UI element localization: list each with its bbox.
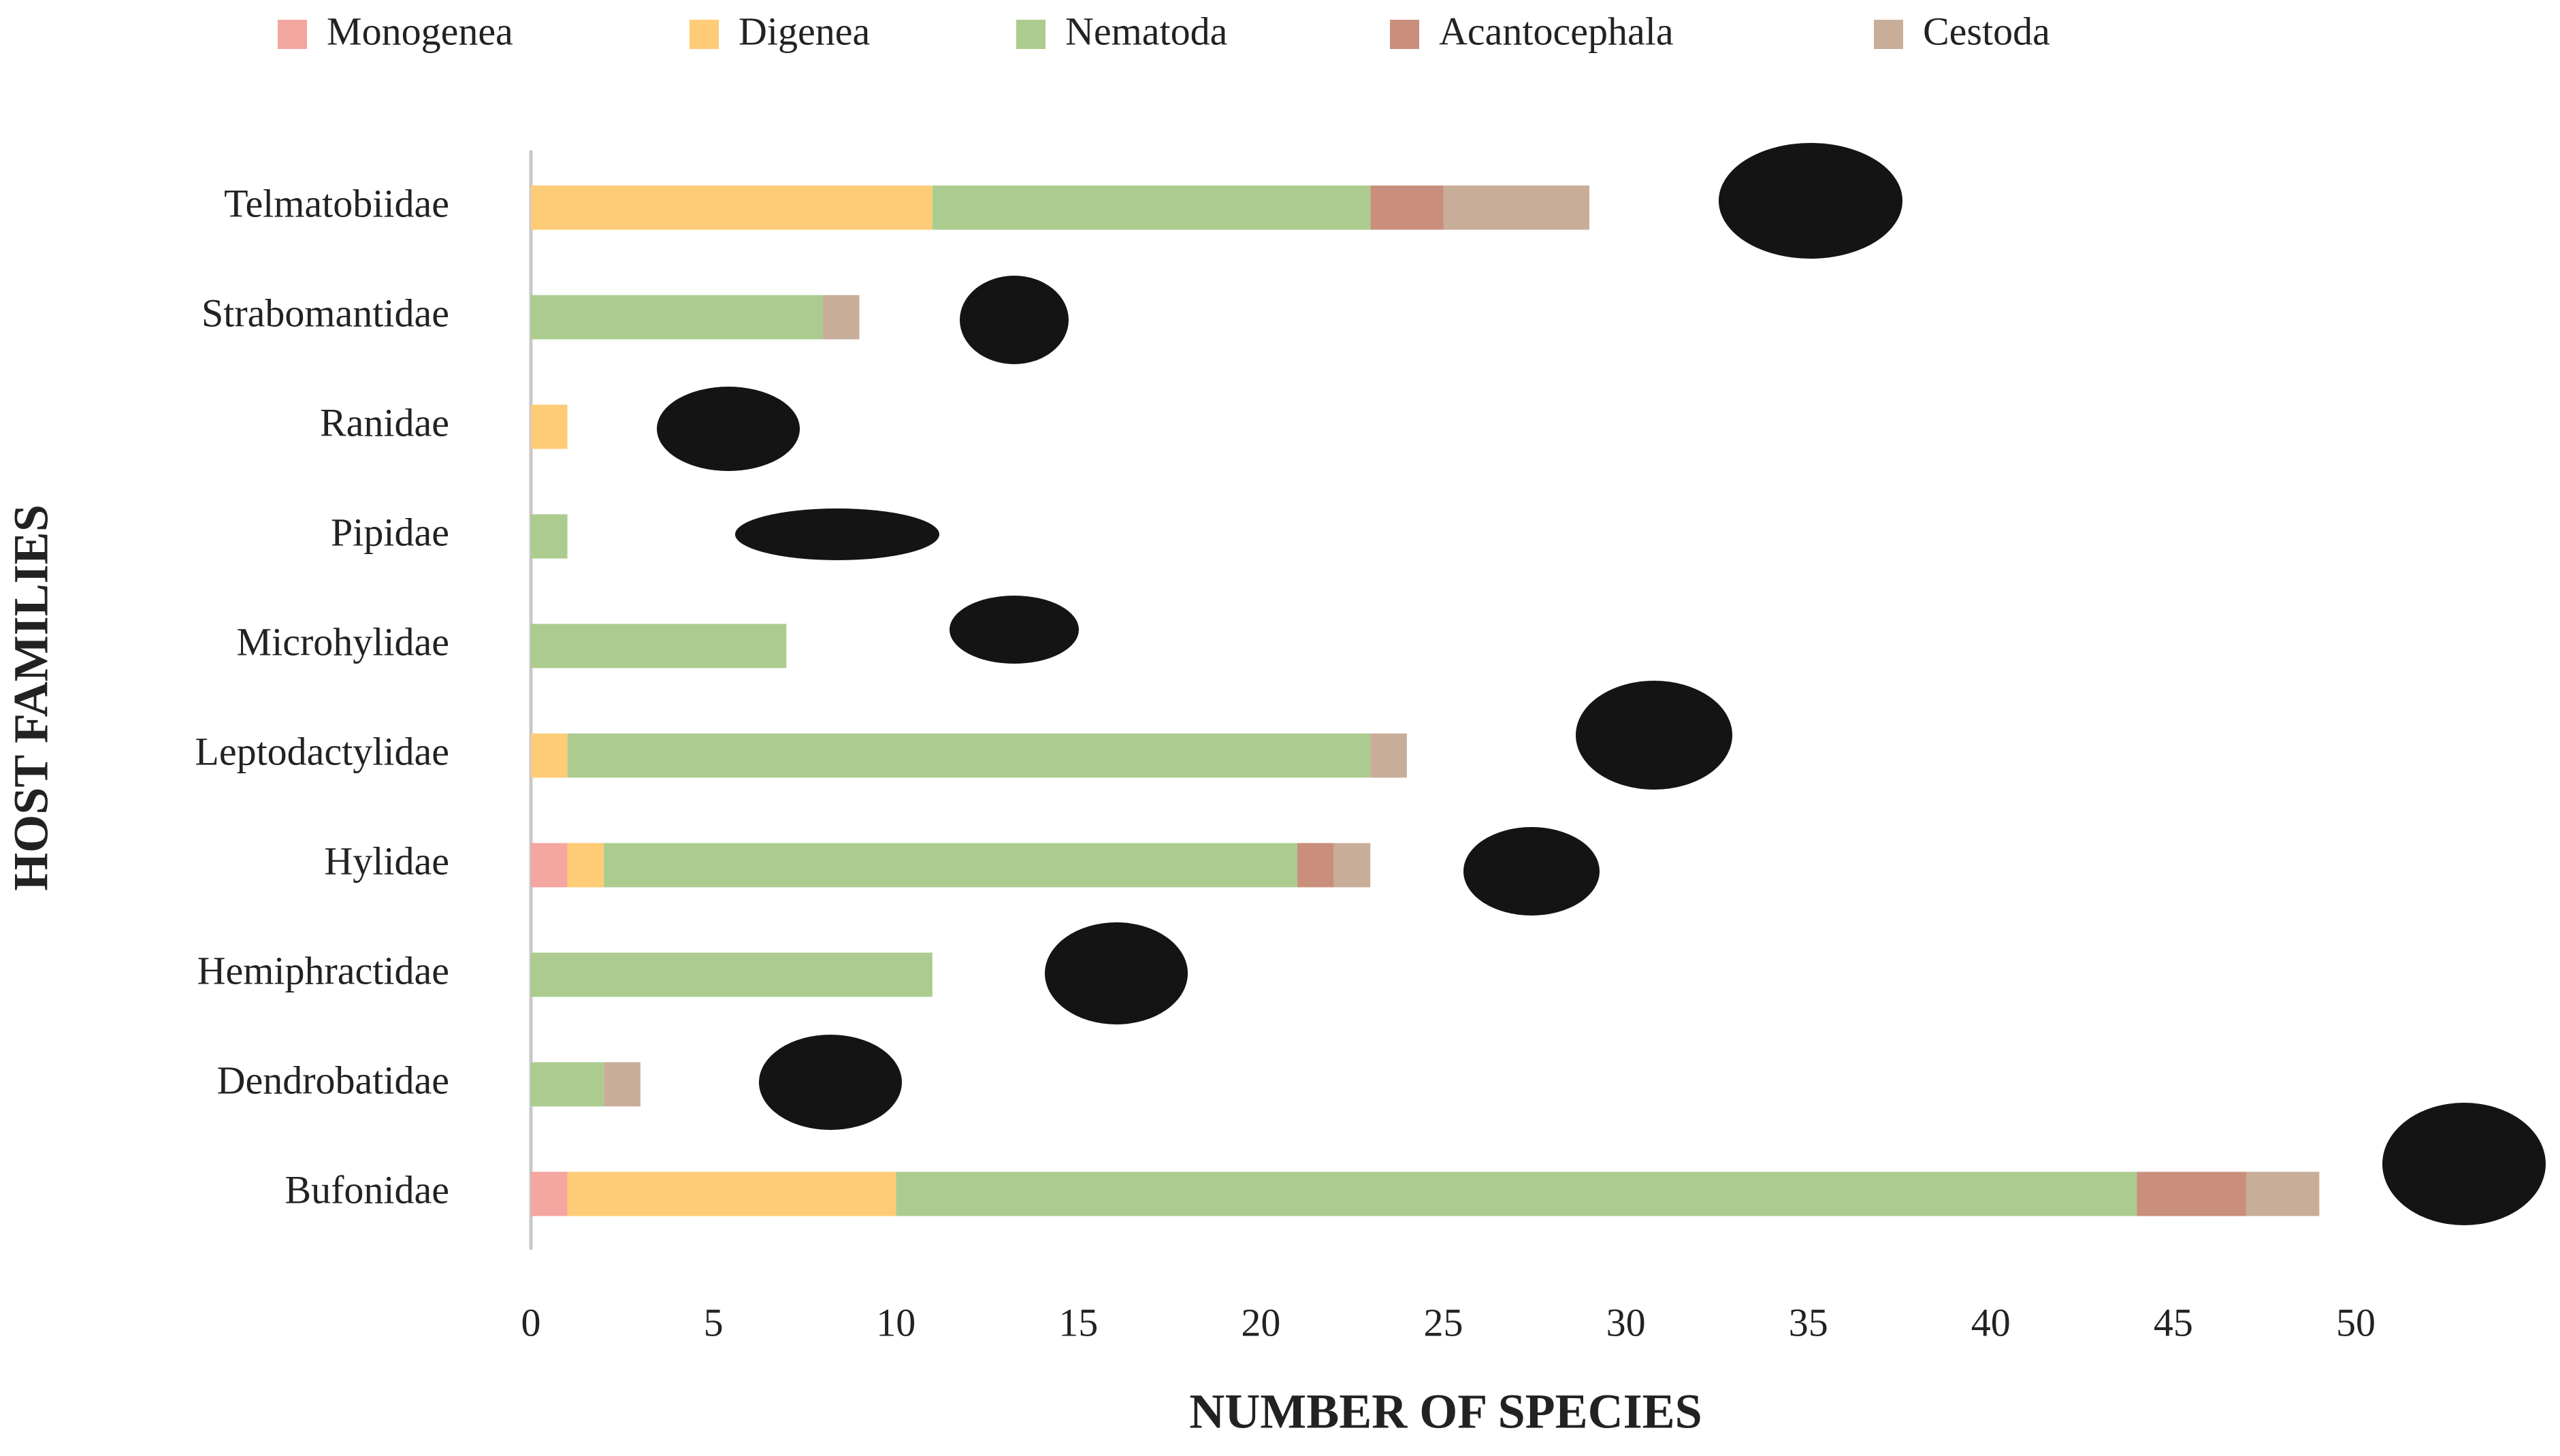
- bar-segment: [604, 1062, 641, 1107]
- bar-segment: [531, 843, 568, 888]
- legend-swatch: [690, 20, 719, 49]
- x-tick-label: 40: [1971, 1300, 2011, 1344]
- x-tick-label: 5: [704, 1300, 724, 1344]
- x-tick-label: 10: [876, 1300, 916, 1344]
- x-tick-label: 0: [521, 1300, 541, 1344]
- x-tick-label: 15: [1058, 1300, 1098, 1344]
- bar-segment: [567, 843, 604, 888]
- bar-segment: [932, 185, 1371, 230]
- bar-segment: [1333, 843, 1371, 888]
- legend-swatch: [1390, 20, 1419, 49]
- x-tick-label: 50: [2336, 1300, 2376, 1344]
- x-tick-label: 45: [2154, 1300, 2193, 1344]
- y-axis-title: HOST FAMILIES: [4, 504, 59, 891]
- y-tick-label: Hylidae: [324, 839, 449, 883]
- y-tick-label: Microhylidae: [237, 619, 449, 664]
- x-tick-label: 30: [1606, 1300, 1646, 1344]
- x-tick-label: 35: [1789, 1300, 1828, 1344]
- legend-swatch: [1874, 20, 1903, 49]
- bar-segment: [531, 1062, 604, 1107]
- y-tick-label: Strabomantidae: [201, 291, 449, 335]
- bar-segment: [1370, 733, 1407, 778]
- bar-segment: [822, 295, 860, 340]
- bar-segment: [531, 952, 933, 997]
- y-tick-label: Bufonidae: [285, 1167, 449, 1212]
- bar-segment: [567, 1171, 896, 1216]
- x-tick-label: 20: [1241, 1300, 1280, 1344]
- y-tick-label: Telmatobiidae: [224, 181, 449, 225]
- y-tick-label: Pipidae: [331, 510, 449, 554]
- y-tick-label: Hemiphractidae: [197, 948, 449, 992]
- bar-segment: [604, 843, 1298, 888]
- x-axis-title: NUMBER OF SPECIES: [1189, 1385, 1702, 1439]
- frog-silhouettes: [657, 143, 2546, 1225]
- bar-segment: [531, 514, 568, 559]
- bar-segment: [531, 185, 933, 230]
- bar-segment: [896, 1171, 2137, 1216]
- legend-label: Acantocephala: [1439, 9, 1674, 53]
- legend-swatch: [278, 20, 307, 49]
- legend-label: Monogenea: [327, 9, 513, 53]
- y-tick-label: Ranidae: [320, 400, 449, 444]
- y-tick-label: Leptodactylidae: [195, 729, 449, 773]
- bar-segment: [1370, 185, 1444, 230]
- bar-segment: [531, 295, 823, 340]
- bar-segment: [1443, 185, 1589, 230]
- bar-segment: [531, 404, 568, 449]
- bar-segment: [2137, 1171, 2247, 1216]
- legend-label: Nematoda: [1065, 9, 1227, 53]
- bar-segment: [531, 1171, 568, 1216]
- x-tick-label: 25: [1424, 1300, 1463, 1344]
- bar-segment: [1297, 843, 1334, 888]
- legend-label: Digenea: [739, 9, 870, 53]
- y-tick-label: Dendrobatidae: [217, 1058, 449, 1102]
- legend-label: Cestoda: [1923, 9, 2050, 53]
- bar-segment: [531, 733, 568, 778]
- bar-segment: [567, 733, 1371, 778]
- bar-segment: [2246, 1171, 2320, 1216]
- bar-segment: [531, 624, 787, 668]
- legend-swatch: [1016, 20, 1046, 49]
